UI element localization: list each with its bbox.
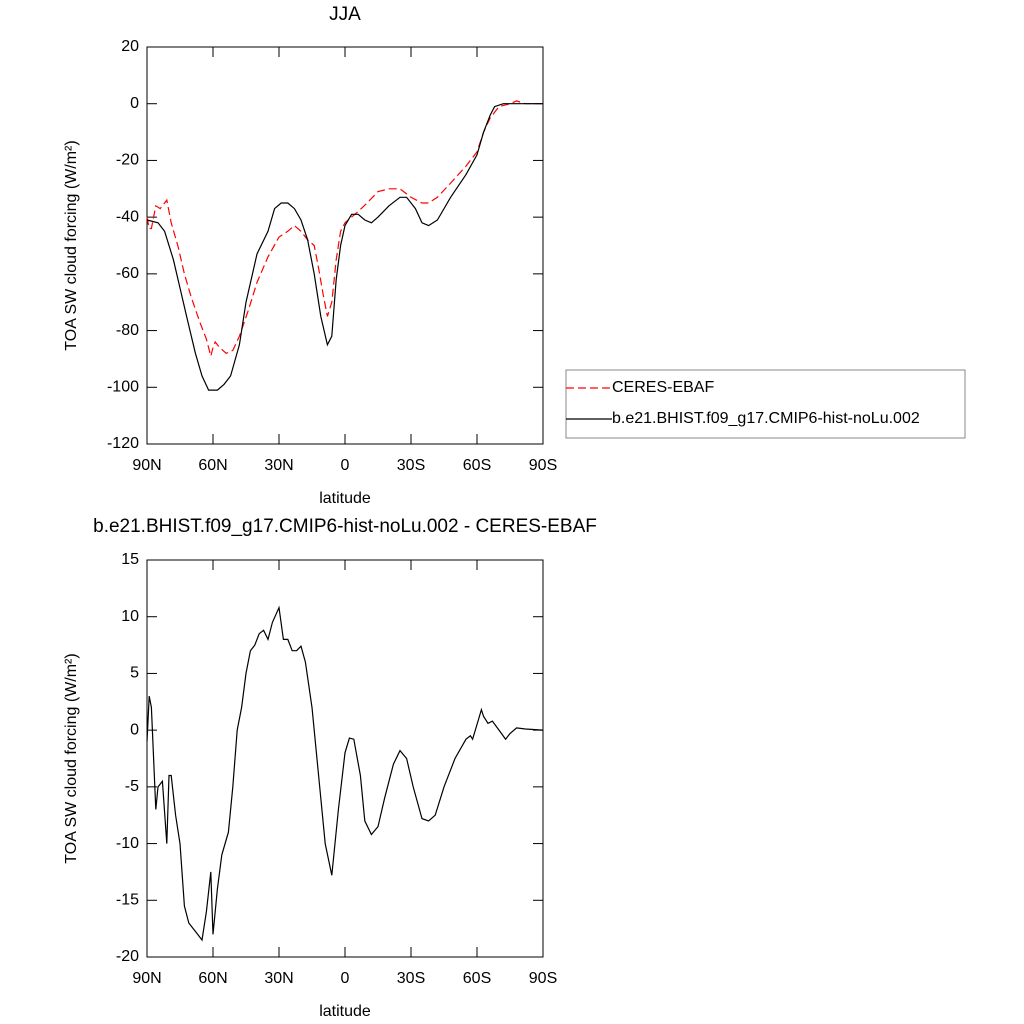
x-tick-label: 60N — [198, 970, 227, 987]
data-line — [146, 103, 543, 391]
y-tick-label: -60 — [116, 265, 139, 282]
legend-box — [565, 369, 966, 439]
x-tick-label: 30N — [264, 457, 293, 474]
y-tick-label: -40 — [116, 208, 139, 225]
y-tick-label: 0 — [130, 95, 139, 112]
x-tick-label: 90S — [529, 457, 557, 474]
x-tick-label: 30S — [397, 970, 425, 987]
x-axis-label: latitude — [319, 1003, 371, 1020]
y-tick-label: -10 — [116, 835, 139, 852]
x-tick-label: 60S — [463, 970, 491, 987]
y-tick-label: 0 — [130, 721, 139, 738]
y-tick-label: 10 — [121, 608, 139, 625]
x-tick-label: 90N — [132, 970, 161, 987]
x-tick-label: 30S — [397, 457, 425, 474]
x-tick-label: 0 — [341, 970, 350, 987]
x-tick-label: 90N — [132, 457, 161, 474]
y-tick-label: -100 — [107, 379, 139, 396]
y-tick-label: -5 — [125, 778, 139, 795]
legend-label: CERES-EBAF — [612, 379, 714, 396]
y-tick-label: -15 — [116, 892, 139, 909]
chart-title: b.e21.BHIST.f09_g17.CMIP6-hist-noLu.002 … — [93, 516, 597, 537]
y-axis-label: TOA SW cloud forcing (W/m²) — [63, 653, 80, 863]
y-tick-label: 5 — [130, 665, 139, 682]
y-axis-label: TOA SW cloud forcing (W/m²) — [63, 140, 80, 350]
chart-title: JJA — [329, 4, 361, 25]
x-tick-label: 60N — [198, 457, 227, 474]
y-tick-label: 20 — [121, 38, 139, 55]
data-line — [146, 605, 544, 942]
y-tick-label: -20 — [116, 152, 139, 169]
y-tick-label: 15 — [121, 551, 139, 568]
plot-frame — [146, 559, 544, 958]
y-tick-label: -80 — [116, 322, 139, 339]
legend-label: b.e21.BHIST.f09_g17.CMIP6-hist-noLu.002 — [612, 410, 920, 427]
data-line — [146, 100, 543, 359]
x-tick-label: 30N — [264, 970, 293, 987]
x-axis-label: latitude — [319, 490, 371, 507]
y-tick-label: -20 — [116, 948, 139, 965]
x-tick-label: 90S — [529, 970, 557, 987]
x-tick-label: 0 — [341, 457, 350, 474]
y-tick-label: -120 — [107, 435, 139, 452]
x-tick-label: 60S — [463, 457, 491, 474]
